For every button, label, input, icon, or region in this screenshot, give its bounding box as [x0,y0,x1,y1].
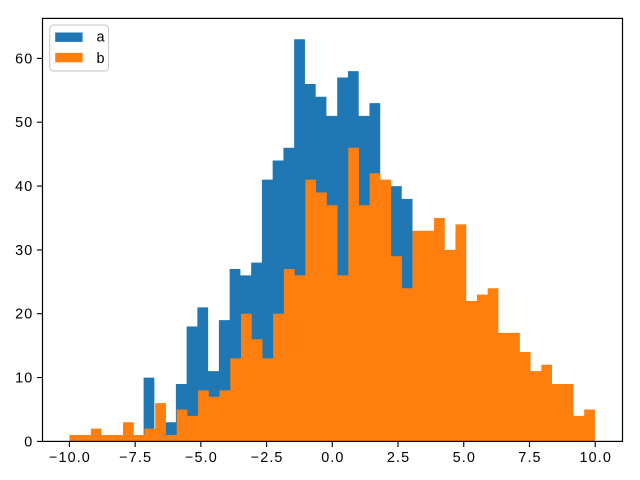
svg-text:10.0: 10.0 [580,450,612,466]
svg-text:a: a [97,30,105,46]
svg-text:30: 30 [15,243,33,259]
svg-text:b: b [97,51,105,67]
svg-text:40: 40 [15,179,33,195]
svg-text:−5.0: −5.0 [185,450,218,466]
svg-text:0: 0 [24,434,33,450]
svg-text:−7.5: −7.5 [119,450,152,466]
svg-text:7.5: 7.5 [518,450,541,466]
svg-text:−10.0: −10.0 [49,450,91,466]
svg-text:20: 20 [15,307,33,323]
svg-text:0.0: 0.0 [321,450,344,466]
svg-text:10: 10 [15,370,33,386]
svg-text:60: 60 [15,51,33,67]
svg-text:2.5: 2.5 [387,450,410,466]
svg-text:50: 50 [15,115,33,131]
svg-text:−2.5: −2.5 [251,450,284,466]
svg-text:5.0: 5.0 [453,450,476,466]
